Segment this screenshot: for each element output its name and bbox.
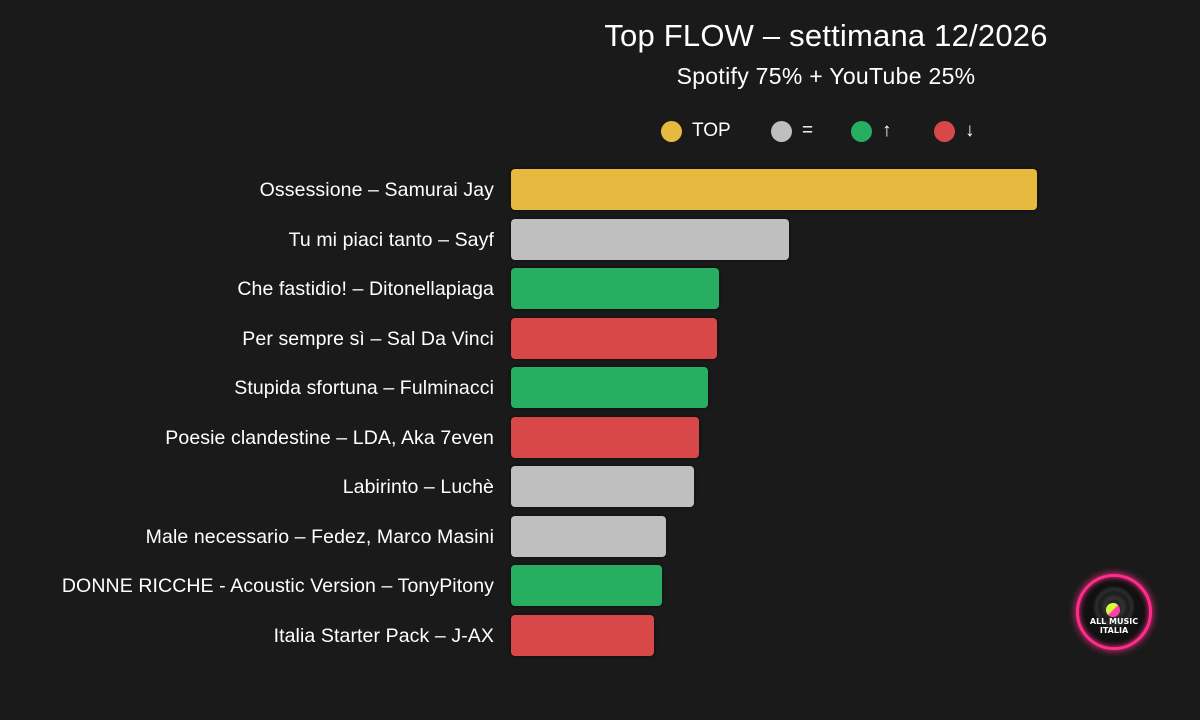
chart-row: Ossessione – Samurai Jay: [0, 169, 1200, 211]
chart-row: Per sempre sì – Sal Da Vinci: [0, 318, 1200, 360]
legend-dot-down-icon: [934, 120, 955, 142]
logo-text: ALL MUSIC ITALIA: [1079, 617, 1149, 635]
row-label: Per sempre sì – Sal Da Vinci: [242, 328, 494, 350]
row-label: DONNE RICCHE - Acoustic Version – TonyPi…: [61, 575, 494, 597]
row-label: Poesie clandestine – LDA, Aka 7even: [165, 427, 494, 449]
vinyl-record-icon: [1093, 586, 1135, 628]
chart-row: DONNE RICCHE - Acoustic Version – TonyPi…: [0, 565, 1200, 607]
legend-item-top: TOP: [661, 119, 731, 143]
logo-text-line2: ITALIA: [1099, 626, 1129, 635]
legend-item-up: ↑: [851, 119, 892, 143]
bar: [511, 219, 789, 260]
bar: [511, 169, 1037, 210]
legend-label-stable: =: [802, 120, 814, 141]
chart-row: Male necessario – Fedez, Marco Masini: [0, 516, 1200, 558]
legend-label-down-arrow-icon: ↓: [965, 120, 975, 141]
record-label-icon: [1106, 603, 1120, 617]
legend-label-up-arrow-icon: ↑: [882, 120, 892, 141]
row-label: Male necessario – Fedez, Marco Masini: [145, 526, 494, 548]
bar: [511, 367, 708, 408]
chart-row: Tu mi piaci tanto – Sayf: [0, 219, 1200, 261]
legend-dot-up-icon: [851, 120, 872, 142]
chart-row: Poesie clandestine – LDA, Aka 7even: [0, 417, 1200, 459]
bar: [511, 516, 666, 557]
all-music-italia-logo: ALL MUSIC ITALIA: [1076, 574, 1152, 650]
chart-row: Labirinto – Luchè: [0, 466, 1200, 508]
row-label: Tu mi piaci tanto – Sayf: [288, 229, 494, 251]
row-label: Italia Starter Pack – J-AX: [273, 625, 494, 647]
logo-text-line1: ALL MUSIC: [1089, 617, 1139, 626]
row-label: Stupida sfortuna – Fulminacci: [234, 377, 494, 399]
legend-item-down: ↓: [934, 119, 975, 143]
row-label: Labirinto – Luchè: [342, 476, 494, 498]
chart-row: Italia Starter Pack – J-AX: [0, 615, 1200, 657]
legend-dot-stable-icon: [771, 120, 792, 142]
row-label: Ossessione – Samurai Jay: [259, 179, 494, 201]
bar: [511, 565, 662, 606]
bar: [511, 615, 654, 656]
bar: [511, 318, 717, 359]
chart-row: Stupida sfortuna – Fulminacci: [0, 367, 1200, 409]
chart-row: Che fastidio! – Ditonellapiaga: [0, 268, 1200, 310]
row-label: Che fastidio! – Ditonellapiaga: [237, 278, 494, 300]
bar: [511, 268, 719, 309]
chart-subtitle: Spotify 75% + YouTube 25%: [676, 63, 976, 89]
legend-label-top: TOP: [692, 120, 731, 141]
bar: [511, 417, 699, 458]
legend-dot-top-icon: [661, 120, 682, 142]
bar: [511, 466, 694, 507]
chart-title: Top FLOW – settimana 12/2026: [604, 18, 1048, 53]
legend-item-stable: =: [771, 119, 813, 143]
